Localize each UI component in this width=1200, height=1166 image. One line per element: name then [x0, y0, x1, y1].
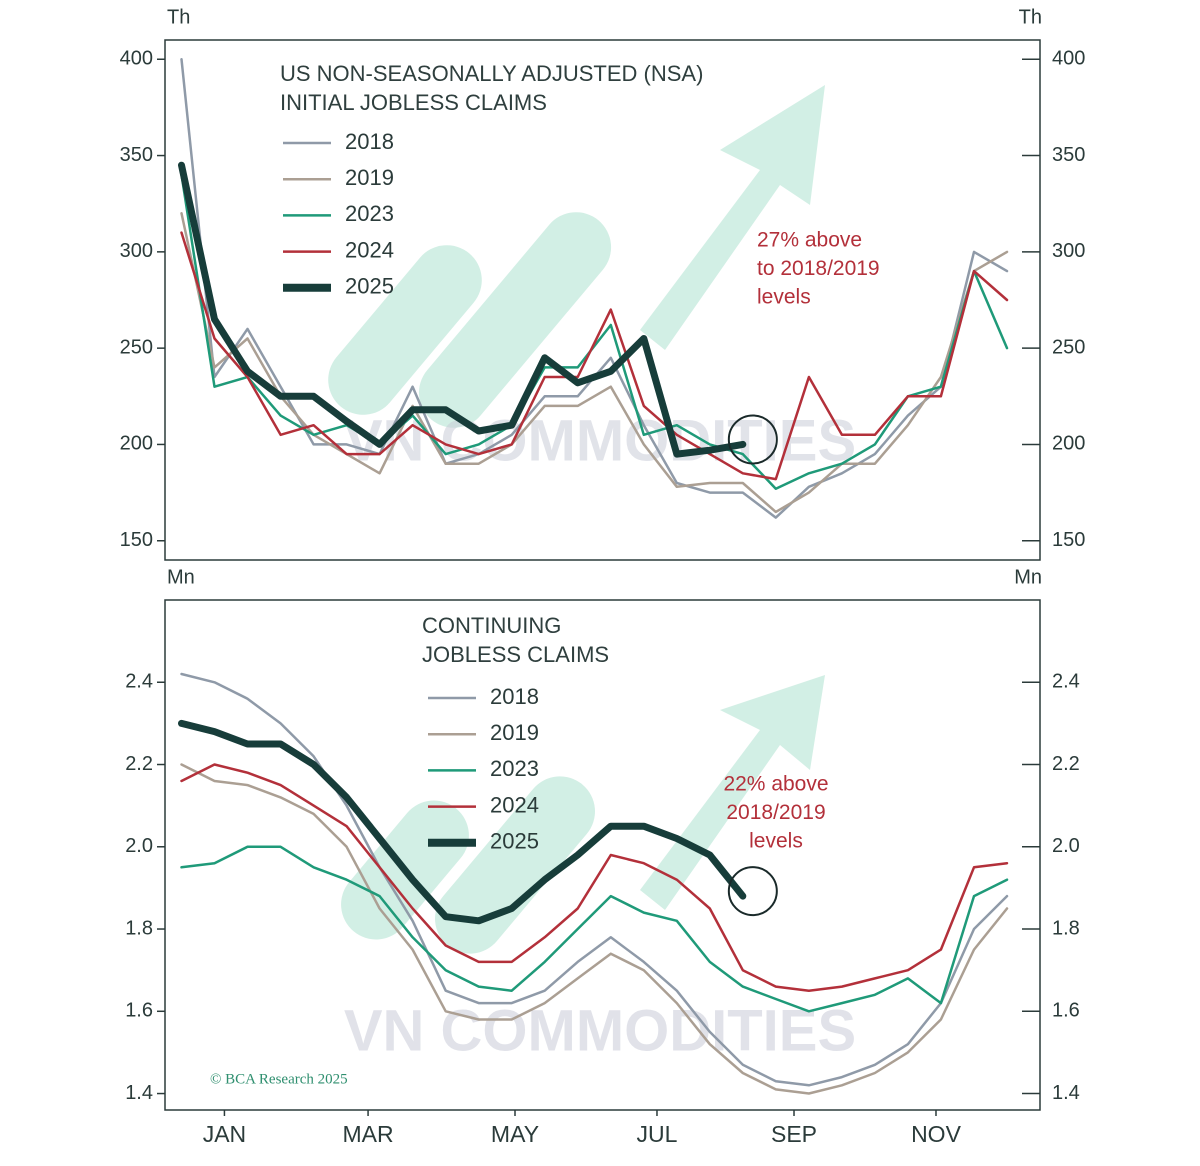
- series-line: [180, 763, 1009, 992]
- plot-frame: [164, 599, 1041, 1111]
- y2-tick-label: 1.6: [1052, 1000, 1080, 1022]
- credit: © BCA Research 2025: [210, 1071, 348, 1087]
- unit-label: Th: [1019, 6, 1042, 28]
- y2-tick-label: 200: [1052, 433, 1085, 455]
- legend-label: 2018: [490, 684, 539, 709]
- chart-title: JOBLESS CLAIMS: [422, 642, 609, 667]
- x-tick-label: MAR: [343, 1121, 394, 1147]
- series-line: [180, 212, 1009, 514]
- y-tick-label: 350: [120, 144, 153, 166]
- y-tick-label: 2.0: [125, 835, 153, 857]
- legend-label: 2024: [345, 237, 394, 262]
- annotation: levels: [749, 830, 803, 853]
- watermark: VN COMMODITIES: [344, 408, 856, 473]
- series-line: [178, 161, 747, 458]
- y-tick-label: 250: [120, 336, 153, 358]
- y2-tick-label: 250: [1052, 336, 1085, 358]
- legend-label: 2019: [490, 720, 539, 745]
- y2-tick-label: 400: [1052, 48, 1085, 70]
- x-tick-label: NOV: [911, 1121, 962, 1147]
- series-line: [180, 763, 1009, 1095]
- legend-label: 2025: [490, 829, 539, 854]
- legend-label: 2024: [490, 792, 539, 817]
- y2-tick-label: 150: [1052, 529, 1085, 551]
- y-tick-label: 200: [120, 433, 153, 455]
- plot-frame: [164, 39, 1041, 561]
- series-line: [180, 173, 1009, 490]
- y-tick-label: 2.4: [125, 671, 153, 693]
- x-tick-label: JAN: [203, 1121, 246, 1147]
- annotation: 22% above: [723, 773, 828, 796]
- y2-tick-label: 300: [1052, 240, 1085, 262]
- x-tick-label: MAY: [491, 1121, 539, 1147]
- annotation: 27% above: [757, 229, 862, 252]
- legend-label: 2023: [345, 201, 394, 226]
- y-tick-label: 1.4: [125, 1082, 153, 1104]
- y2-tick-label: 2.2: [1052, 753, 1080, 775]
- chart-title: INITIAL JOBLESS CLAIMS: [280, 90, 547, 115]
- legend-label: 2018: [345, 129, 394, 154]
- chart-title: CONTINUING: [422, 613, 561, 638]
- y-tick-label: 300: [120, 240, 153, 262]
- unit-label: Mn: [167, 566, 195, 588]
- legend-label: 2023: [490, 756, 539, 781]
- series-line: [178, 719, 747, 925]
- watermark: VN COMMODITIES: [344, 998, 856, 1063]
- y2-tick-label: 1.4: [1052, 1082, 1080, 1104]
- series-line: [180, 231, 1009, 481]
- x-tick-label: JUL: [637, 1121, 678, 1147]
- y-tick-label: 1.6: [125, 1000, 153, 1022]
- highlight-circle: [727, 866, 778, 917]
- y2-tick-label: 1.8: [1052, 917, 1080, 939]
- x-tick-label: SEP: [771, 1121, 817, 1147]
- y2-tick-label: 2.4: [1052, 671, 1080, 693]
- y2-tick-label: 2.0: [1052, 835, 1080, 857]
- unit-label: Mn: [1014, 566, 1042, 588]
- series-line: [180, 845, 1009, 1013]
- annotation: levels: [757, 286, 811, 309]
- highlight-circle: [727, 414, 778, 465]
- unit-label: Th: [167, 6, 190, 28]
- legend-label: 2025: [345, 274, 394, 299]
- y-tick-label: 400: [120, 48, 153, 70]
- y-tick-label: 150: [120, 529, 153, 551]
- legend-label: 2019: [345, 165, 394, 190]
- annotation: 2018/2019: [726, 801, 825, 824]
- chart-title: US NON-SEASONALLY ADJUSTED (NSA): [280, 61, 703, 86]
- y2-tick-label: 350: [1052, 144, 1085, 166]
- y-tick-label: 1.8: [125, 917, 153, 939]
- series-line: [180, 672, 1009, 1087]
- annotation: to 2018/2019: [757, 257, 880, 280]
- y-tick-label: 2.2: [125, 753, 153, 775]
